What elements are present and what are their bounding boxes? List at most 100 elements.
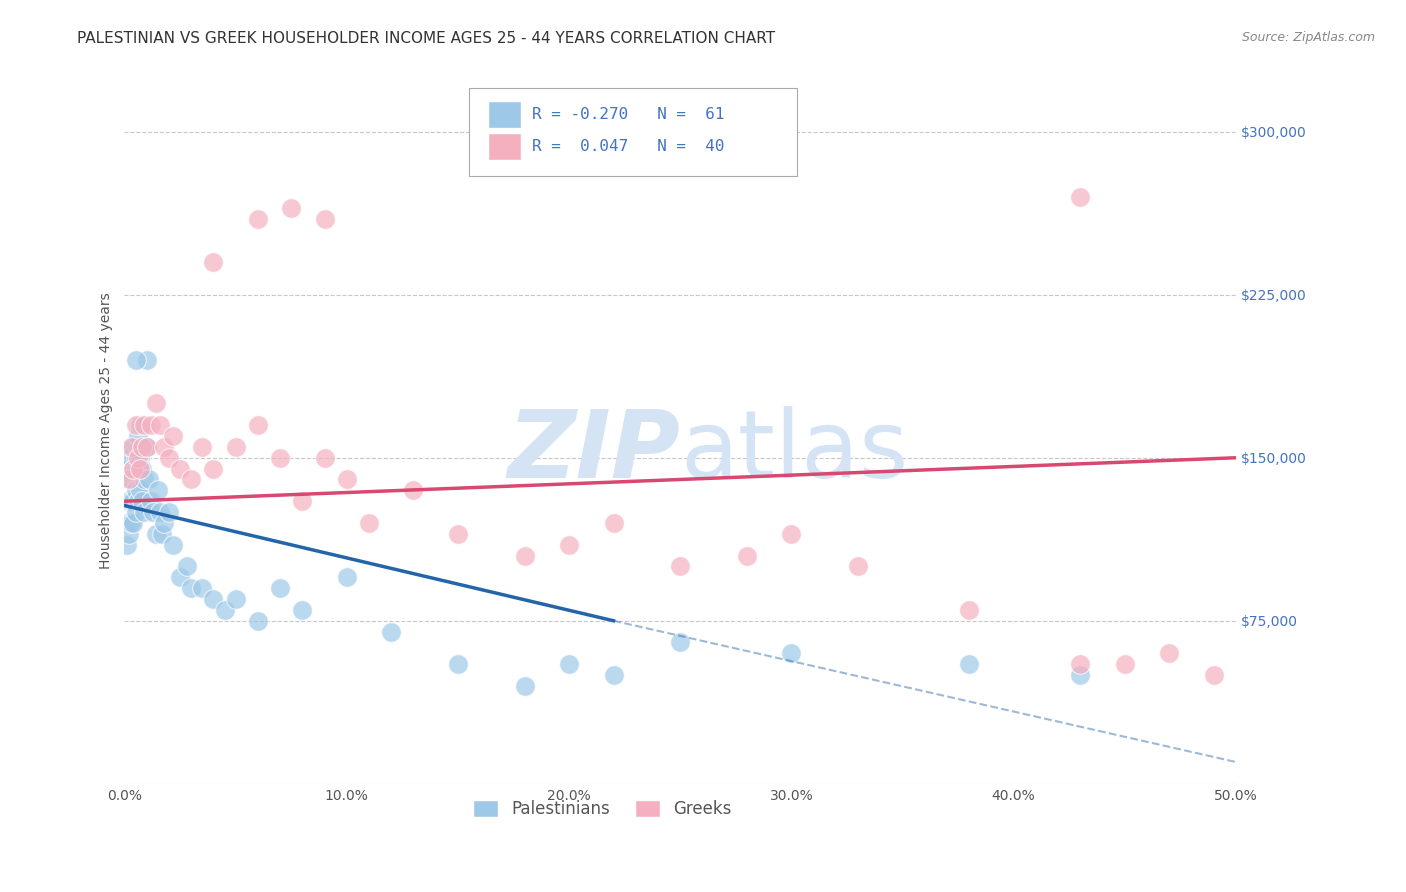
Point <box>513 679 536 693</box>
Point <box>118 461 141 475</box>
Point <box>157 505 180 519</box>
Point <box>513 549 536 563</box>
Point <box>131 461 153 475</box>
Point <box>141 494 163 508</box>
Point <box>558 538 581 552</box>
Point <box>169 570 191 584</box>
Point <box>131 440 153 454</box>
Point <box>120 440 142 454</box>
Point <box>191 440 214 454</box>
Point <box>135 353 157 368</box>
Point <box>118 516 141 530</box>
Point <box>115 538 138 552</box>
Text: R = -0.270   N =  61: R = -0.270 N = 61 <box>533 107 725 121</box>
Point <box>669 559 692 574</box>
Point <box>124 450 146 465</box>
Point <box>122 494 145 508</box>
Point <box>149 505 172 519</box>
Point <box>357 516 380 530</box>
Point <box>602 516 624 530</box>
Point <box>202 461 225 475</box>
Point <box>180 581 202 595</box>
Point <box>162 538 184 552</box>
Point <box>129 461 152 475</box>
Point <box>314 450 336 465</box>
Point <box>246 614 269 628</box>
Text: Source: ZipAtlas.com: Source: ZipAtlas.com <box>1241 31 1375 45</box>
Point <box>336 570 359 584</box>
Point <box>150 526 173 541</box>
Point <box>129 483 152 498</box>
Point <box>402 483 425 498</box>
Point <box>1202 668 1225 682</box>
Point <box>1069 190 1091 204</box>
Point <box>138 473 160 487</box>
Point <box>149 418 172 433</box>
Point <box>129 450 152 465</box>
Point <box>118 473 141 487</box>
Point <box>214 603 236 617</box>
Text: atlas: atlas <box>681 406 908 498</box>
Text: ZIP: ZIP <box>508 406 681 498</box>
Point <box>558 657 581 672</box>
Point <box>291 603 314 617</box>
Point <box>202 592 225 607</box>
Point <box>124 505 146 519</box>
Point <box>246 418 269 433</box>
Point <box>134 505 156 519</box>
Point <box>1069 668 1091 682</box>
Point <box>280 201 302 215</box>
Point <box>124 353 146 368</box>
Y-axis label: Householder Income Ages 25 - 44 years: Householder Income Ages 25 - 44 years <box>100 293 114 569</box>
Text: PALESTINIAN VS GREEK HOUSEHOLDER INCOME AGES 25 - 44 YEARS CORRELATION CHART: PALESTINIAN VS GREEK HOUSEHOLDER INCOME … <box>77 31 776 46</box>
Point <box>129 418 152 433</box>
Point <box>134 418 156 433</box>
Point <box>162 429 184 443</box>
Point <box>176 559 198 574</box>
Point <box>602 668 624 682</box>
Point <box>127 461 149 475</box>
Point <box>780 526 803 541</box>
Point <box>314 211 336 226</box>
Point <box>1114 657 1136 672</box>
Point <box>191 581 214 595</box>
Point <box>120 473 142 487</box>
Point <box>127 450 149 465</box>
Point <box>336 473 359 487</box>
Point <box>122 516 145 530</box>
Point <box>669 635 692 649</box>
Point <box>131 494 153 508</box>
Point <box>957 603 980 617</box>
Point <box>135 440 157 454</box>
Legend: Palestinians, Greeks: Palestinians, Greeks <box>467 793 738 825</box>
Point <box>225 440 247 454</box>
Point <box>120 450 142 465</box>
Point <box>169 461 191 475</box>
Point <box>127 429 149 443</box>
Point <box>118 494 141 508</box>
Text: R =  0.047   N =  40: R = 0.047 N = 40 <box>533 139 725 154</box>
Point <box>122 461 145 475</box>
Point <box>157 450 180 465</box>
Point <box>447 657 470 672</box>
Point <box>120 516 142 530</box>
Point <box>291 494 314 508</box>
Point <box>225 592 247 607</box>
Point <box>115 494 138 508</box>
Point <box>135 440 157 454</box>
Point <box>134 473 156 487</box>
Point <box>846 559 869 574</box>
Point <box>124 483 146 498</box>
Point <box>269 581 291 595</box>
Point <box>141 418 163 433</box>
Point <box>380 624 402 639</box>
Point <box>120 494 142 508</box>
FancyBboxPatch shape <box>488 101 522 128</box>
Point <box>153 516 176 530</box>
Point <box>145 526 167 541</box>
Point <box>124 461 146 475</box>
Point <box>118 526 141 541</box>
Point <box>142 505 165 519</box>
Point <box>1159 646 1181 660</box>
Point <box>122 461 145 475</box>
